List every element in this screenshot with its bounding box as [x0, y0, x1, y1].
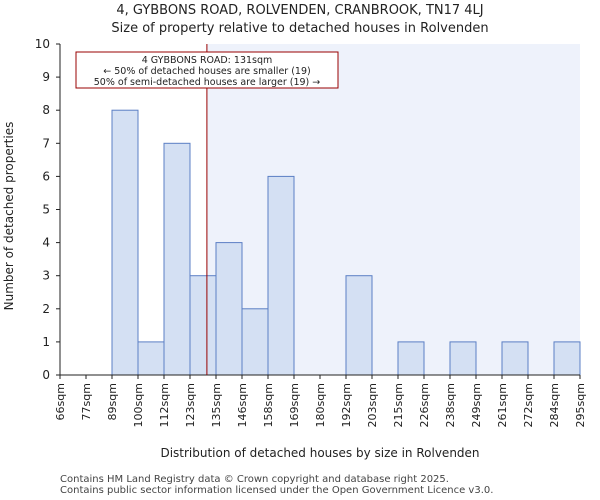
x-tick-label: 249sqm [470, 383, 483, 427]
bar-238sqm [449, 341, 477, 376]
annotation-line-2: ← 50% of detached houses are smaller (19… [103, 66, 310, 77]
x-tick-label: 261sqm [496, 383, 509, 427]
y-tick-label: 3 [42, 269, 50, 283]
x-tick-label: 192sqm [340, 383, 353, 427]
y-tick-label: 8 [42, 103, 50, 117]
x-tick-label: 295sqm [574, 383, 587, 427]
x-tick-label: 169sqm [288, 383, 301, 427]
annotation-line-3: 50% of semi-detached houses are larger (… [94, 77, 321, 88]
bar-158sqm [267, 175, 295, 376]
x-tick-label: 158sqm [262, 383, 275, 427]
chart-title: 4, GYBBONS ROAD, ROLVENDEN, CRANBROOK, T… [116, 3, 484, 18]
y-tick-label: 7 [42, 136, 50, 150]
x-tick-label: 180sqm [314, 383, 327, 427]
bar-135sqm [215, 242, 243, 376]
x-tick-label: 100sqm [132, 383, 145, 427]
bar-215sqm [397, 341, 425, 376]
bar-89sqm [111, 109, 139, 376]
x-tick-label: 146sqm [236, 383, 249, 427]
bar-100sqm [137, 341, 165, 376]
y-tick-label: 0 [42, 368, 50, 382]
x-tick-label: 238sqm [444, 383, 457, 427]
y-tick-label: 2 [42, 302, 50, 316]
x-axis-label: Distribution of detached houses by size … [160, 446, 479, 460]
annotation-line-1: 4 GYBBONS ROAD: 131sqm [142, 55, 273, 66]
y-tick-label: 6 [42, 169, 50, 183]
x-tick-label: 203sqm [366, 383, 379, 427]
x-tick-label: 66sqm [54, 383, 67, 420]
x-tick-label: 284sqm [548, 383, 561, 427]
y-tick-label: 9 [42, 70, 50, 84]
chart-subtitle: Size of property relative to detached ho… [111, 21, 489, 36]
y-tick-label: 1 [42, 335, 50, 349]
bar-146sqm [241, 308, 269, 376]
y-tick-label: 4 [42, 236, 50, 250]
x-tick-label: 89sqm [106, 383, 119, 420]
x-tick-label: 123sqm [184, 383, 197, 427]
y-tick-label: 5 [42, 203, 50, 217]
x-tick-label: 135sqm [210, 383, 223, 427]
y-axis-label: Number of detached properties [2, 122, 16, 311]
bar-123sqm [189, 275, 217, 376]
bar-261sqm [501, 341, 529, 376]
y-tick-label: 10 [35, 37, 50, 51]
bar-112sqm [163, 142, 191, 376]
annotation-box [75, 51, 339, 89]
x-tick-label: 112sqm [158, 383, 171, 427]
x-tick-label: 226sqm [418, 383, 431, 427]
x-tick-label: 77sqm [80, 383, 93, 420]
footer-copyright: Contains HM Land Registry data © Crown c… [60, 474, 449, 485]
footer-licence: Contains public sector information licen… [60, 485, 494, 496]
x-tick-label: 272sqm [522, 383, 535, 427]
bar-284sqm [553, 341, 581, 376]
bar-192sqm [345, 275, 373, 376]
x-tick-label: 215sqm [392, 383, 405, 427]
